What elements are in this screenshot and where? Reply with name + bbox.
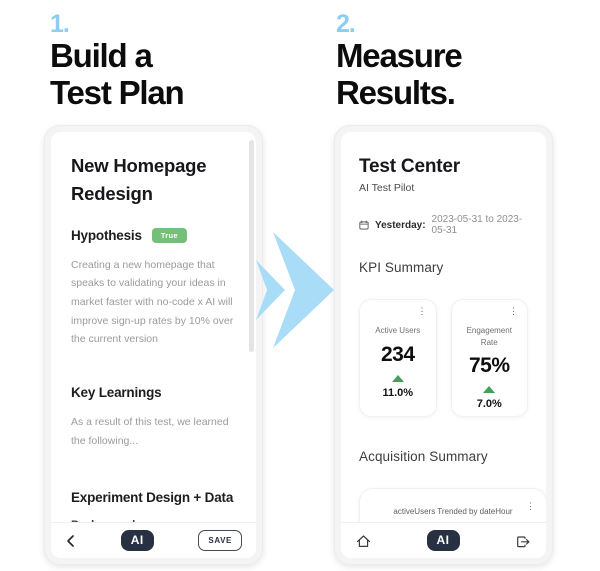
chart-title-row: activeUsers Trended by dateHour ⋮ — [360, 489, 546, 519]
kebab-menu-icon[interactable]: ⋮ — [417, 306, 427, 316]
key-learnings-heading: Key Learnings — [71, 384, 162, 400]
step-2-title-line2: Results. — [336, 74, 456, 112]
kpi-card-row: ⋮ Active Users 234 11.0% ⋮ Engagement Ra… — [359, 299, 528, 417]
kpi-label: Engagement Rate — [466, 326, 512, 347]
hypothesis-section-header: Hypothesis True — [71, 227, 236, 243]
step-2-heading: 2. Measure Results. — [336, 10, 463, 112]
kpi-delta: 7.0% — [476, 398, 502, 411]
ai-assistant-button[interactable]: AI — [120, 530, 154, 551]
scrollbar-thumb[interactable] — [249, 140, 254, 352]
export-icon — [517, 535, 530, 547]
phone-frame-results: Test Center AI Test Pilot Yesterday: 202… — [334, 125, 553, 565]
home-button[interactable] — [355, 533, 372, 549]
test-plan-screen: New Homepage Redesign Hypothesis True Cr… — [51, 132, 256, 558]
date-label: Yesterday: — [374, 219, 426, 231]
step-2-number: 2. — [336, 10, 356, 38]
results-title: Test Center — [359, 156, 460, 177]
kpi-card-engagement-rate: ⋮ Engagement Rate 75% 7.0% — [450, 299, 528, 417]
kpi-label: Active Users — [375, 326, 421, 335]
step-2-title-line1: Measure — [336, 37, 463, 74]
hypothesis-text: Creating a new homepage that speaks to v… — [71, 258, 234, 346]
kebab-menu-icon[interactable]: ⋮ — [509, 306, 518, 316]
export-button[interactable] — [514, 533, 532, 549]
save-button[interactable]: SAVE — [198, 530, 242, 551]
kpi-value: 234 — [380, 342, 415, 366]
phone-frame-test-plan: New Homepage Redesign Hypothesis True Cr… — [44, 125, 263, 565]
step-1-title-line2: Test Plan — [50, 74, 185, 112]
experiment-design-heading: Experiment Design + Data — [71, 490, 234, 506]
step-1-heading: 1. Build a Test Plan — [50, 10, 185, 112]
hypothesis-status-badge: True — [151, 227, 187, 243]
plan-bottom-navbar: AI SAVE — [51, 522, 256, 558]
test-plan-content: New Homepage Redesign Hypothesis True Cr… — [51, 152, 256, 558]
transition-arrow — [252, 228, 338, 354]
results-subtitle: AI Test Pilot — [359, 182, 415, 194]
step-1-title-line1: Build a — [50, 37, 153, 74]
date-range-text: 2023-05-31 to 2023-05-31 — [431, 214, 523, 236]
trend-up-icon — [391, 374, 404, 382]
back-button[interactable] — [65, 534, 76, 548]
results-screen: Test Center AI Test Pilot Yesterday: 202… — [341, 132, 546, 558]
trend-up-icon — [483, 386, 496, 394]
calendar-icon — [359, 220, 369, 230]
acquisition-summary-heading: Acquisition Summary — [359, 449, 488, 464]
kebab-menu-icon[interactable]: ⋮ — [526, 501, 535, 511]
kpi-summary-heading: KPI Summary — [359, 260, 444, 275]
kpi-value: 75% — [468, 354, 510, 378]
step-1-number: 1. — [50, 10, 70, 38]
hypothesis-heading: Hypothesis — [71, 227, 142, 243]
double-chevron-right-icon — [256, 232, 334, 348]
date-range-picker[interactable]: Yesterday: 2023-05-31 to 2023-05-31 — [359, 214, 528, 236]
chart-title: activeUsers Trended by dateHour — [393, 507, 513, 516]
kpi-card-active-users: ⋮ Active Users 234 11.0% — [359, 299, 437, 417]
results-bottom-navbar: AI — [341, 522, 546, 558]
plan-title: New Homepage Redesign — [71, 155, 207, 204]
results-content: Test Center AI Test Pilot Yesterday: 202… — [341, 156, 546, 558]
ai-assistant-button[interactable]: AI — [426, 530, 460, 551]
key-learnings-text: As a result of this test, we learned the… — [71, 415, 229, 447]
kpi-delta: 11.0% — [382, 386, 414, 399]
chevron-left-icon — [67, 534, 74, 547]
home-icon — [356, 534, 371, 547]
